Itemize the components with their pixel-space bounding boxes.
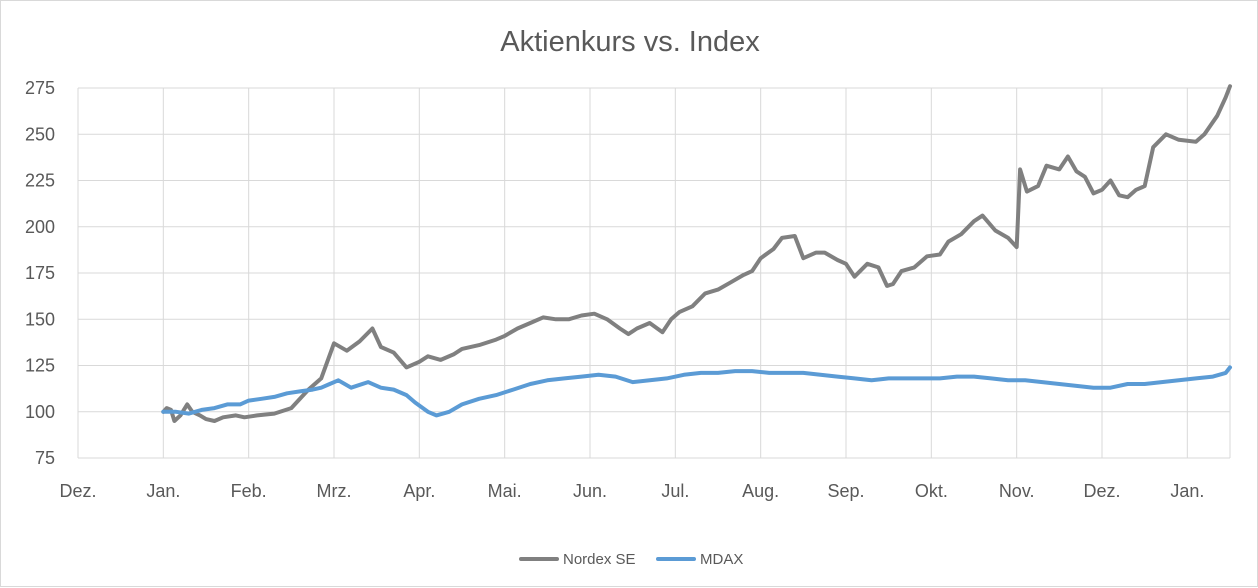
x-tick-label: Jan. [1170, 481, 1204, 501]
y-tick-label: 225 [25, 171, 55, 191]
x-tick-label: Okt. [915, 481, 948, 501]
x-tick-label: Dez. [1083, 481, 1120, 501]
y-axis-ticks: 75 100 125 150 175 200 225 250 275 [25, 78, 55, 468]
x-tick-label: Sep. [827, 481, 864, 501]
legend: Nordex SE MDAX [519, 551, 743, 568]
chart-title: Aktienkurs vs. Index [500, 26, 760, 58]
y-tick-label: 275 [25, 78, 55, 98]
y-tick-label: 150 [25, 309, 55, 329]
x-tick-label: Feb. [231, 481, 267, 501]
x-tick-label: Mrz. [317, 481, 352, 501]
x-tick-label: Nov. [999, 481, 1035, 501]
series-lines [161, 84, 1232, 423]
x-axis-ticks: Dez. Jan. Feb. Mrz. Apr. Mai. Jun. Jul. Aug. Sep.… [59, 481, 1204, 501]
y-tick-label: 200 [25, 217, 55, 237]
x-tick-label: Jan. [146, 481, 180, 501]
x-tick-label: Apr. [403, 481, 435, 501]
y-tick-label: 75 [35, 448, 55, 468]
x-tick-label: Aug. [742, 481, 779, 501]
legend-label: MDAX [700, 551, 743, 568]
y-tick-label: 100 [25, 402, 55, 422]
y-tick-label: 175 [25, 263, 55, 283]
x-tick-label: Dez. [59, 481, 96, 501]
x-tick-label: Jun. [573, 481, 607, 501]
x-tick-label: Mai. [488, 481, 522, 501]
series-line-nordex [161, 84, 1232, 423]
y-tick-label: 250 [25, 124, 55, 144]
gridlines [77, 87, 1231, 459]
series-line-mdax [161, 365, 1232, 418]
legend-label: Nordex SE [563, 551, 636, 568]
x-tick-label: Jul. [661, 481, 689, 501]
y-tick-label: 125 [25, 356, 55, 376]
